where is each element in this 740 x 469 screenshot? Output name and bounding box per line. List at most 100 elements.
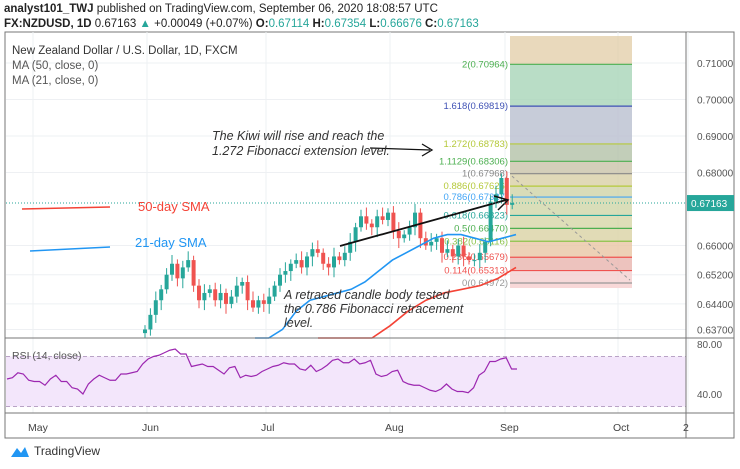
publish-line: analyst101_TWJ published on TradingView.… bbox=[4, 3, 438, 15]
candle-body bbox=[396, 230, 401, 239]
candle-body bbox=[386, 212, 390, 220]
up-arrow-icon: ▲ bbox=[139, 18, 151, 30]
kiwi-annotation-line2: 1.272 Fibonacci extension level. bbox=[212, 144, 390, 158]
candle-body bbox=[450, 249, 455, 257]
candle-body bbox=[148, 314, 153, 330]
retrace-annotation-line3: level. bbox=[284, 316, 313, 330]
rsi-label: RSI (14, close) bbox=[12, 350, 81, 362]
candle-body bbox=[245, 282, 250, 301]
legend-ma21: MA (21, close, 0) bbox=[12, 75, 98, 87]
rsi-line bbox=[6, 348, 517, 395]
candle-body bbox=[375, 216, 380, 228]
close-value: 0.67163 bbox=[437, 18, 479, 30]
fib-zone bbox=[510, 283, 632, 289]
candle-body bbox=[407, 227, 412, 235]
price-tag-label: 0.67163 bbox=[691, 199, 728, 210]
candle-body bbox=[342, 252, 347, 261]
candle-body bbox=[364, 216, 369, 224]
candle-body bbox=[499, 177, 504, 195]
candle-body bbox=[472, 260, 477, 262]
candle-body bbox=[272, 285, 277, 297]
candle-body bbox=[180, 267, 185, 279]
arrow-line bbox=[369, 147, 431, 151]
candle-body bbox=[434, 238, 439, 242]
candle-body bbox=[294, 260, 299, 264]
rsi-band bbox=[6, 356, 686, 407]
author: analyst101_TWJ bbox=[4, 3, 94, 15]
tradingview-logo[interactable]: TradingView bbox=[10, 444, 100, 458]
candle-body bbox=[494, 194, 498, 202]
sma21-line bbox=[255, 233, 517, 339]
candle-body bbox=[510, 203, 515, 205]
fib-level-label: 0.886(0.67626) bbox=[444, 181, 508, 192]
candle-body bbox=[213, 289, 218, 301]
time-label: Sep bbox=[500, 422, 519, 434]
time-label: Jun bbox=[142, 422, 159, 434]
candle-body bbox=[488, 201, 493, 242]
fib-zone bbox=[510, 64, 632, 107]
fib-zone bbox=[510, 106, 632, 144]
candle-body bbox=[288, 263, 293, 272]
sma50-sample-line bbox=[21, 206, 111, 210]
fib-zone bbox=[510, 173, 632, 187]
candle-body bbox=[186, 260, 191, 268]
candle-body bbox=[267, 296, 272, 304]
candle-body bbox=[299, 260, 304, 268]
price-tick: 0.64400 bbox=[697, 300, 734, 311]
fib-zone bbox=[510, 161, 632, 174]
arrow-line bbox=[339, 199, 507, 247]
candle-body bbox=[483, 241, 488, 253]
candle-body bbox=[159, 289, 164, 301]
candle-body bbox=[359, 216, 363, 228]
candle-body bbox=[305, 256, 309, 268]
candle-body bbox=[504, 177, 509, 205]
fib-zone bbox=[510, 36, 632, 65]
time-label: 2 bbox=[683, 422, 689, 434]
candle-body bbox=[197, 285, 201, 301]
c-label: C: bbox=[425, 18, 438, 30]
fib-level-label: 0.618(0.66823) bbox=[444, 210, 508, 221]
candle-body bbox=[261, 300, 266, 304]
fib-level-label: 1.1129(0.68306) bbox=[439, 156, 508, 167]
candle-body bbox=[461, 245, 466, 257]
fib-level-label: 2(0.70964) bbox=[462, 59, 508, 70]
last-price: 0.67163 bbox=[94, 18, 137, 30]
candle-body bbox=[234, 285, 239, 297]
sma50-label: 50-day SMA bbox=[138, 199, 210, 214]
low-value: 0.66676 bbox=[380, 18, 422, 30]
candle-body bbox=[207, 289, 212, 293]
candle-body bbox=[337, 256, 342, 261]
candle-body bbox=[175, 263, 180, 279]
candle-body bbox=[413, 212, 417, 228]
open-value: 0.67114 bbox=[268, 18, 310, 30]
candle-body bbox=[202, 292, 207, 301]
kiwi-annotation-line1: The Kiwi will rise and reach the bbox=[212, 129, 384, 143]
retrace-annotation-line2: the 0.786 Fibonacci retracement bbox=[284, 302, 464, 316]
h-label: H: bbox=[312, 18, 325, 30]
fib-zone bbox=[510, 270, 632, 284]
fib-zone bbox=[510, 143, 632, 162]
fib-zone bbox=[510, 186, 632, 198]
price-tick: 0.68000 bbox=[697, 169, 734, 180]
candle-body bbox=[440, 238, 444, 253]
l-label: L: bbox=[369, 18, 381, 30]
candle-body bbox=[170, 263, 174, 275]
candle-body bbox=[429, 241, 434, 246]
rsi-tick: 80.00 bbox=[697, 340, 722, 351]
candle-body bbox=[278, 274, 282, 286]
candle-body bbox=[477, 252, 482, 261]
candle-body bbox=[326, 263, 331, 268]
price-tick: 0.66000 bbox=[697, 242, 734, 253]
candle-body bbox=[348, 241, 353, 253]
high-value: 0.67354 bbox=[324, 18, 367, 30]
fib-level-label: 0.382(0.66116) bbox=[444, 236, 508, 247]
candle-body bbox=[391, 212, 396, 231]
o-label: O: bbox=[255, 18, 269, 30]
candle-body bbox=[332, 256, 336, 268]
chart-frame bbox=[4, 31, 735, 439]
candle-body bbox=[315, 249, 320, 253]
candle-body bbox=[369, 223, 374, 228]
rsi-tick: 40.00 bbox=[697, 390, 722, 401]
